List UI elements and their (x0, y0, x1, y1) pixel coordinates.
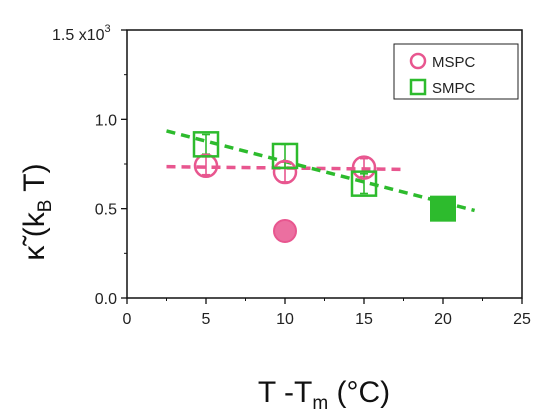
data-point-filled-mspc (273, 219, 297, 243)
y-tick-label: 0.0 (95, 291, 117, 308)
x-tick-label: 10 (276, 311, 294, 328)
x-tick-label: 25 (513, 311, 531, 328)
data-point-smpc (271, 142, 299, 170)
legend-label-mspc: MSPC (432, 54, 476, 71)
y-multiplier-exp: 3 (104, 23, 110, 35)
error-bar-smpc (360, 173, 368, 195)
y-axis-title-sub: B (35, 200, 56, 213)
data-point-smpc (192, 131, 220, 158)
x-axis-title-main: T -T (258, 376, 312, 409)
error-bar-smpc (281, 143, 289, 169)
x-tick-label: 5 (202, 311, 211, 328)
data-point-mspc (272, 159, 298, 185)
x-axis-title: T -Tm (°C) (258, 376, 390, 414)
x-tick-label: 0 (123, 311, 132, 328)
data-point-filled-smpc (430, 195, 456, 222)
y-tick-label: 1.0 (95, 112, 117, 129)
data-point-mspc (351, 155, 377, 180)
y-axis-title: κ̃ (kB T) (18, 163, 56, 260)
x-tick-label: 15 (355, 311, 373, 328)
x-tick-label: 20 (434, 311, 452, 328)
data-point-smpc (350, 170, 378, 197)
fit-line-smpc (166, 129, 476, 213)
y-multiplier-base: 1.5 x10 (52, 27, 105, 44)
legend-marker-smpc (409, 78, 427, 96)
legend-box (393, 43, 519, 100)
y-axis-title-main: κ̃ (k (18, 211, 51, 260)
y-axis-title-unit: T) (18, 163, 51, 199)
error-bar-smpc (202, 133, 210, 155)
x-axis-title-sub: m (312, 393, 328, 414)
y-multiplier-label: 1.5 x103 (52, 23, 111, 44)
x-axis-title-unit: (°C) (328, 376, 390, 409)
data-point-mspc (193, 153, 219, 179)
legend-label-smpc: SMPC (432, 80, 476, 97)
legend: MSPC SMPC (393, 43, 519, 100)
y-tick-label: 0.5 (95, 202, 117, 219)
legend-marker-mspc (409, 52, 427, 70)
